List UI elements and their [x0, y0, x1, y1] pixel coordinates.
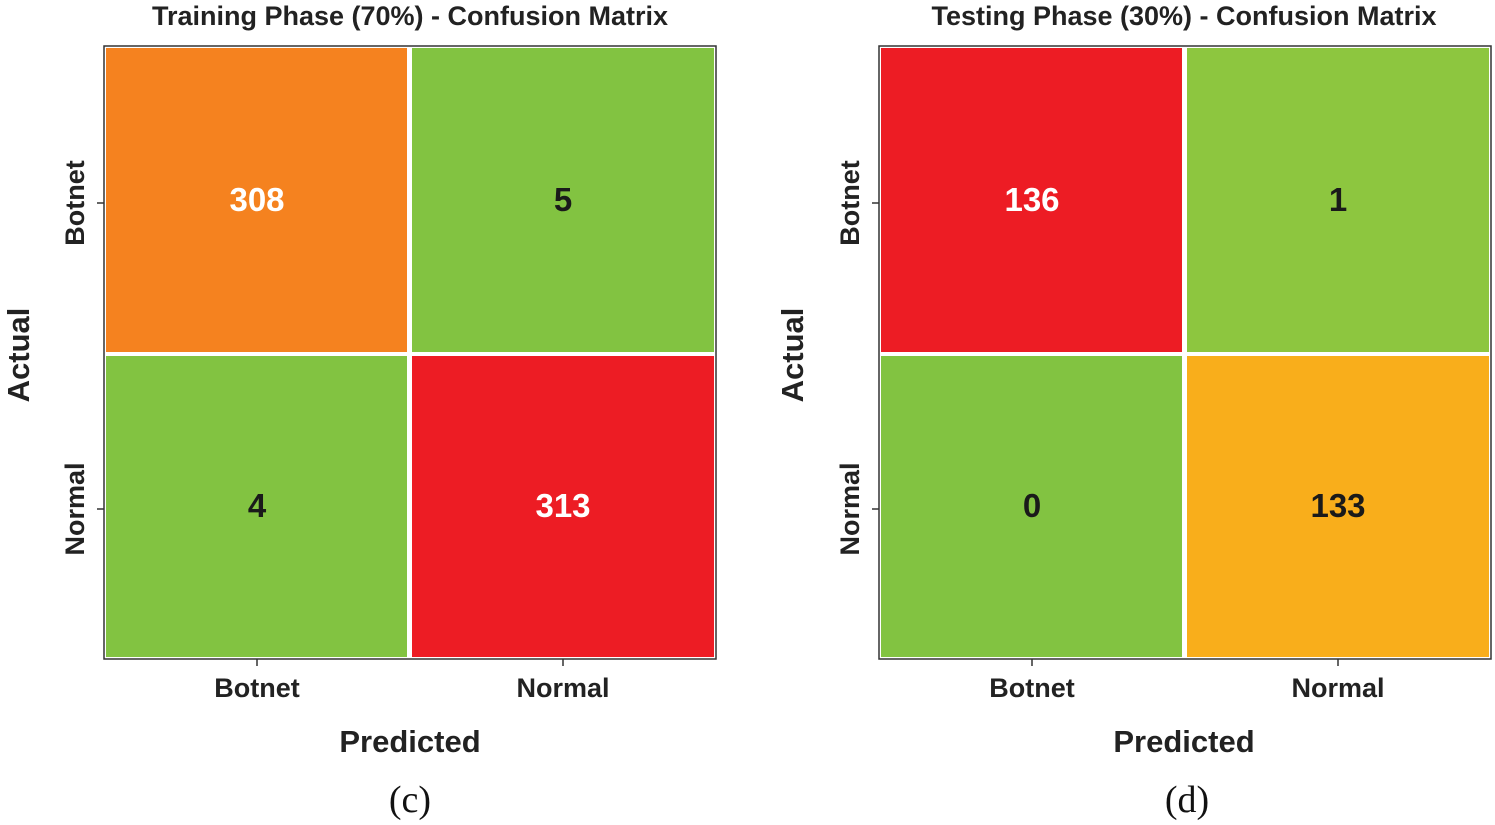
cell-value-c-normal-botnet: 4 — [248, 487, 267, 524]
cell-c-botnet-normal — [412, 48, 714, 352]
y-tick-label-d-normal: Normal — [835, 462, 865, 555]
panel-d: Testing Phase (30%) - Confusion Matrix 1… — [775, 1, 1492, 821]
y-tick-label-d-botnet: Botnet — [835, 160, 865, 245]
y-axis-label-c: Actual — [1, 308, 36, 403]
chart-title-c: Training Phase (70%) - Confusion Matrix — [152, 1, 668, 31]
cell-value-d-botnet-normal: 1 — [1329, 181, 1347, 218]
panel-caption-d: (d) — [1165, 779, 1209, 821]
cell-value-d-normal-botnet: 0 — [1023, 487, 1041, 524]
cell-d-normal-botnet — [881, 356, 1182, 657]
chart-title-d: Testing Phase (30%) - Confusion Matrix — [931, 1, 1436, 31]
x-tick-label-c-botnet: Botnet — [214, 673, 299, 703]
y-tick-label-c-botnet: Botnet — [60, 160, 90, 245]
panel-c: Training Phase (70%) - Confusion Matrix … — [1, 1, 717, 821]
panel-caption-c: (c) — [389, 779, 431, 821]
cell-value-c-normal-normal: 313 — [535, 487, 590, 524]
cells-d — [881, 48, 1489, 657]
cell-d-normal-normal — [1187, 356, 1489, 657]
cell-value-c-botnet-botnet: 308 — [229, 181, 284, 218]
cell-c-normal-botnet — [106, 356, 407, 657]
cell-value-d-botnet-botnet: 136 — [1004, 181, 1059, 218]
y-tick-label-c-normal: Normal — [60, 462, 90, 555]
x-tick-label-d-normal: Normal — [1291, 673, 1384, 703]
x-tick-label-c-normal: Normal — [516, 673, 609, 703]
x-tick-label-d-botnet: Botnet — [989, 673, 1074, 703]
cell-c-botnet-botnet — [106, 48, 407, 352]
cell-value-d-normal-normal: 133 — [1310, 487, 1365, 524]
cell-c-normal-normal — [412, 356, 714, 657]
cells-c — [106, 48, 714, 657]
x-axis-label-d: Predicted — [1113, 724, 1254, 759]
x-axis-label-c: Predicted — [339, 724, 480, 759]
y-axis-label-d: Actual — [775, 308, 810, 403]
cell-d-botnet-normal — [1187, 48, 1489, 352]
cell-d-botnet-botnet — [881, 48, 1182, 352]
cell-value-c-botnet-normal: 5 — [554, 181, 572, 218]
